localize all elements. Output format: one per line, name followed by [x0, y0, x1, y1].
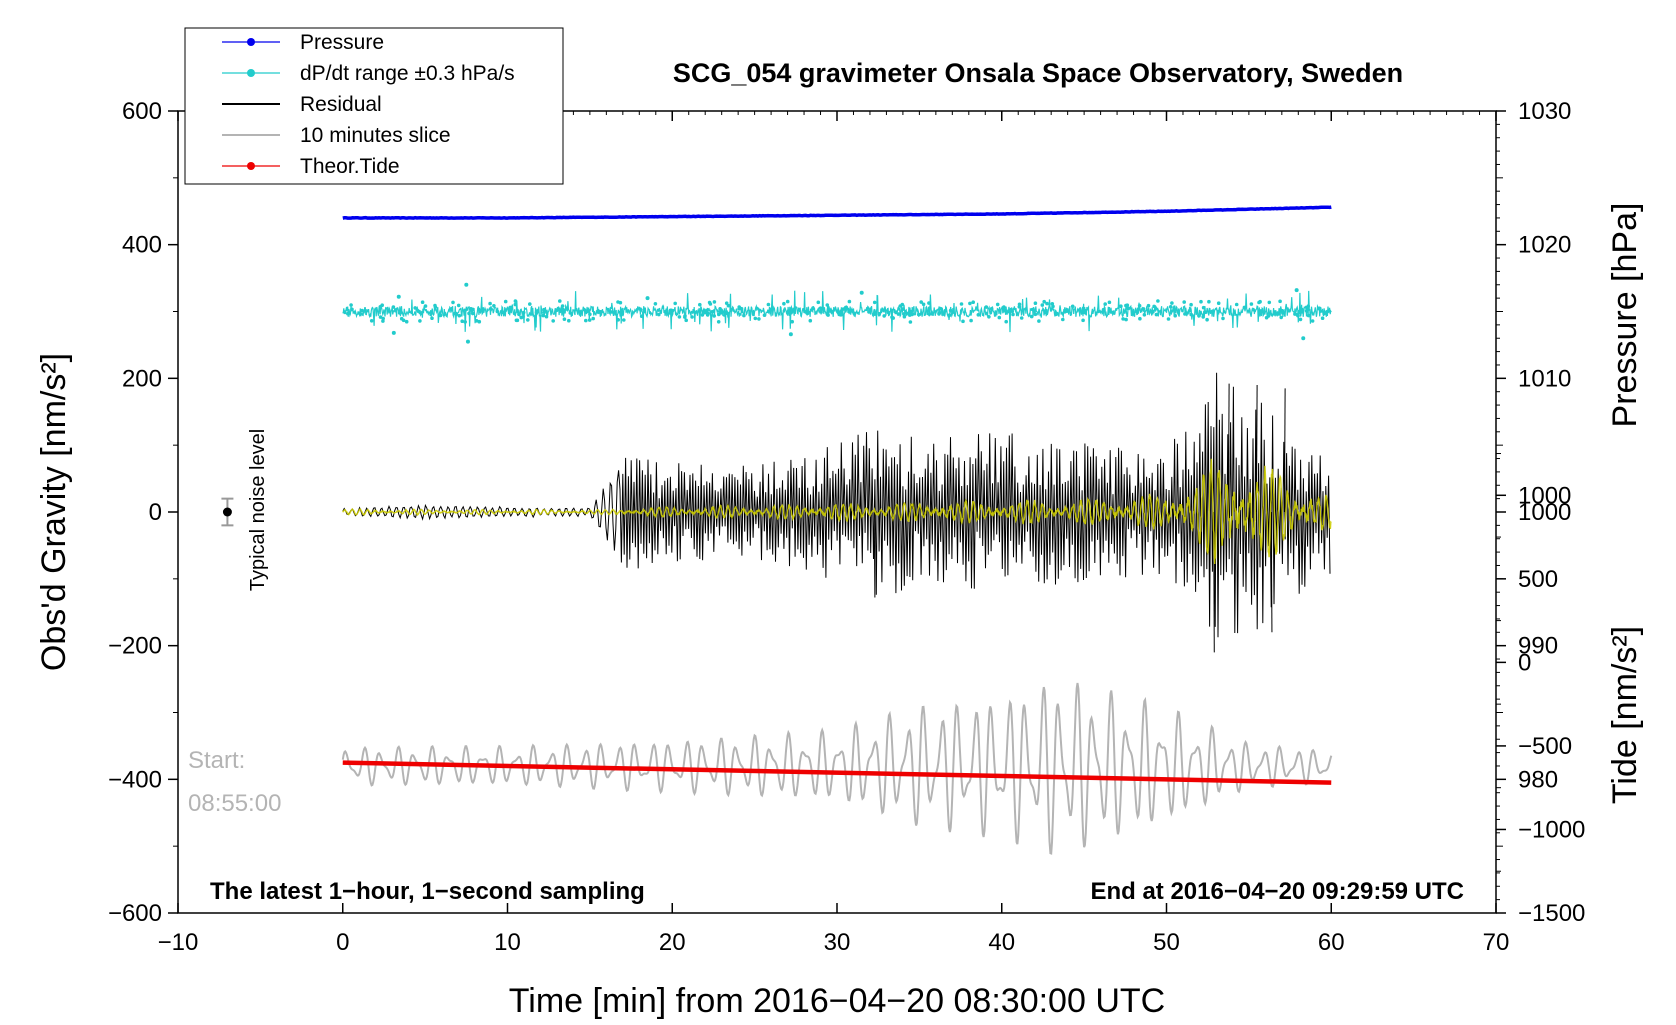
noise-level-label: Typical noise level [247, 429, 269, 591]
axes-group: −10 0 10 20 30 40 50 60 706004002000−200−400−600… [108, 98, 1585, 956]
slice-line [341, 682, 1333, 855]
chart-title: SCG_054 gravimeter Onsala Space Observat… [673, 58, 1403, 88]
dpdt-outlier [464, 282, 469, 287]
residual-peak [1283, 388, 1286, 513]
pressure-tick-label: 1010 [1518, 365, 1571, 392]
tide-tick-label: −1500 [1518, 900, 1585, 927]
end-time-note: End at 2016−04−20 09:29:59 UTC [1090, 878, 1464, 905]
series-group [221, 205, 1333, 855]
legend-box [184, 27, 564, 185]
tide-line [342, 760, 1332, 785]
pressure-tick-label: 1030 [1518, 98, 1571, 125]
x-tick-label: 20 [659, 929, 686, 956]
x-tick-label: 40 [988, 929, 1015, 956]
legend-label: Pressure [300, 31, 384, 54]
y-left-tick-label: −200 [108, 633, 162, 660]
legend-swatch-dot [247, 69, 255, 77]
dpdt-outlier [645, 296, 650, 301]
legend-label: Residual [300, 93, 382, 116]
y-left-tick-label: 200 [122, 365, 162, 392]
sampling-note: The latest 1−hour, 1−second sampling [210, 878, 645, 905]
y-left-tick-label: −600 [108, 900, 162, 927]
pressure-tick-label: 990 [1518, 633, 1558, 660]
tide-tick-label: 0 [1518, 649, 1531, 676]
x-tick-label: −10 [158, 929, 199, 956]
left-axis-title: Obs'd Gravity [nm/s²] [35, 353, 73, 671]
tide-tick-label: 500 [1518, 566, 1558, 593]
legend-label: Theor.Tide [300, 155, 400, 178]
tide-axis-title: Tide [nm/s²] [1606, 626, 1644, 804]
x-axis-title: Time [min] from 2016−04−20 08:30:00 UTC [509, 982, 1165, 1020]
dpdt-outlier [1301, 336, 1306, 341]
x-tick-label: 70 [1483, 929, 1510, 956]
dpdt-outlier [788, 332, 793, 337]
residual-peak [873, 511, 876, 598]
x-tick-label: 60 [1318, 929, 1345, 956]
filtered-residual-line [342, 458, 1332, 565]
x-tick-label: 0 [336, 929, 349, 956]
start-time: 08:55:00 [188, 790, 281, 817]
dpdt-points [346, 299, 1330, 324]
tide-tick-label: −500 [1518, 733, 1572, 760]
tide-tick-label: −1000 [1518, 816, 1585, 843]
dpdt-outlier [859, 290, 864, 295]
pressure-line [342, 205, 1332, 220]
legend-swatch-dot [247, 162, 255, 170]
tide-tick-label: 1000 [1518, 482, 1571, 509]
legend-label: 10 minutes slice [300, 124, 451, 147]
pressure-axis-title: Pressure [hPa] [1606, 203, 1644, 428]
legend-swatch-dot [247, 38, 255, 46]
x-tick-label: 50 [1153, 929, 1180, 956]
legend: Pressure dP/dt range ±0.3 hPa/s Residual 10… [184, 27, 564, 185]
pressure-tick-label: 980 [1518, 766, 1558, 793]
start-label: Start: [188, 747, 245, 774]
residual-peak [1227, 383, 1230, 513]
dpdt-outlier [391, 330, 396, 335]
x-tick-label: 30 [824, 929, 851, 956]
y-left-tick-label: 400 [122, 232, 162, 259]
pressure-tick-label: 1000 [1518, 499, 1571, 526]
y-left-tick-label: 600 [122, 98, 162, 125]
y-left-tick-label: 0 [149, 499, 162, 526]
noise-point [222, 507, 232, 517]
dpdt-outlier [465, 339, 470, 344]
pressure-tick-label: 1020 [1518, 232, 1571, 259]
y-left-tick-label: −400 [108, 766, 162, 793]
x-tick-label: 10 [494, 929, 521, 956]
dpdt-outlier [396, 294, 401, 299]
legend-label: dP/dt range ±0.3 hPa/s [300, 62, 515, 85]
residual-peak [1270, 511, 1273, 633]
dpdt-outlier [1294, 288, 1299, 293]
